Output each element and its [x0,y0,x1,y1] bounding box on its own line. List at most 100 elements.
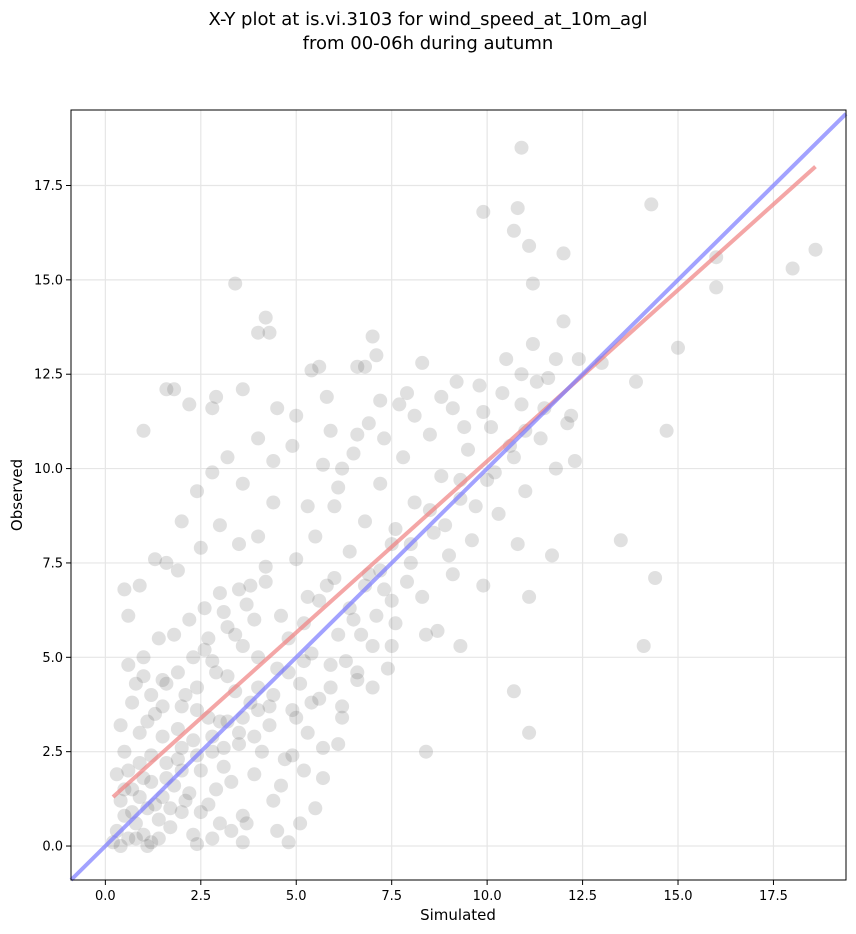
scatter-point [205,654,220,669]
identity-line [69,112,848,882]
scatter-point [235,835,250,850]
y-tick-label: 10.0 [34,462,63,477]
scatter-point [216,759,231,774]
scatter-point [403,555,418,570]
scatter-point [476,405,491,419]
scatter-point [377,582,392,597]
scatter-point [434,469,449,484]
scatter-point [419,744,433,759]
scatter-point [163,820,178,835]
scatter-point [346,446,361,461]
reference-lines [69,112,848,882]
chart-title-line-2: from 00-06h during autumn [303,33,554,54]
scatter-point [472,378,487,393]
scatter-point [373,393,388,408]
x-tick-label: 2.5 [190,889,211,904]
scatter-point [323,680,338,695]
scatter-point [400,574,414,589]
scatter-point [342,544,357,559]
scatter-point [533,431,548,446]
scatter-point [350,665,365,680]
scatter-point [785,261,800,276]
scatter-point [136,827,151,842]
scatter-point [258,310,273,325]
scatter-point [190,837,204,852]
scatter-point [434,389,449,404]
scatter-point [300,725,315,740]
scatter-point [296,763,311,778]
scatter-point [648,571,663,585]
scatter-point [163,801,178,816]
scatter-point [564,408,579,423]
y-tick-label: 17.5 [34,179,63,194]
scatter-point [121,608,136,623]
scatter-point [525,276,540,291]
scatter-point [350,427,365,442]
scatter-point [243,578,258,593]
scatter-point [239,816,254,831]
y-tick-label: 5.0 [42,651,63,666]
scatter-point [308,801,323,816]
scatter-point [251,431,266,446]
scatter-point [109,823,124,838]
scatter-point [365,680,380,695]
plot-area-frame [70,109,847,881]
scatter-point [380,661,395,676]
scatter-point [571,352,586,367]
scatter-point [136,423,151,438]
scatter-point [529,374,544,389]
scatter-point [144,774,159,789]
scatter-point [205,831,220,846]
scatter-point [548,352,563,367]
scatter-point [220,714,235,729]
scatter-point [415,589,430,604]
scatter-point [335,699,350,714]
scatter-point [220,620,235,635]
scatter-point [113,839,128,853]
scatter-point [445,401,460,416]
scatter-point [232,537,246,552]
scatter-point [247,729,262,744]
scatter-point [453,491,468,506]
scatter-point [209,665,224,680]
scatter-point [522,725,537,740]
scatter-point [358,578,372,593]
scatter-point [709,280,724,295]
scatter-point [235,476,250,491]
scatter-point [373,476,388,491]
scatter-point [178,688,193,702]
scatter-point [293,676,308,691]
scatter-point [132,578,147,593]
scatter-point [174,740,189,755]
scatter-point [396,450,411,465]
scatter-point [155,673,170,687]
scatter-point [510,201,525,216]
scatter-point [251,529,266,544]
scatter-point [499,352,514,367]
scatter-point [461,442,475,457]
y-tick-label: 2.5 [42,745,63,760]
scatter-point [270,823,285,838]
scatter-point [190,680,204,695]
scatter-point [327,499,342,514]
scatter-point [132,790,147,804]
scatter-point [304,695,319,710]
scatter-point [323,423,338,438]
fit-line [111,165,817,799]
scatter-point [228,276,243,291]
scatter-point [335,710,350,725]
scatter-point [113,793,128,808]
scatter-point [235,639,250,653]
scatter-point [220,450,235,465]
scatter-point [304,363,319,378]
scatter-point [106,835,120,850]
scatter-point [182,397,197,412]
scatter-point [514,397,529,412]
scatter-point [400,386,414,401]
scatter-point [170,722,185,736]
scatter-point [438,518,453,533]
scatter-point [144,835,159,850]
scatter-point [556,246,571,261]
scatter-point [121,831,136,846]
scatter-point [159,555,174,570]
